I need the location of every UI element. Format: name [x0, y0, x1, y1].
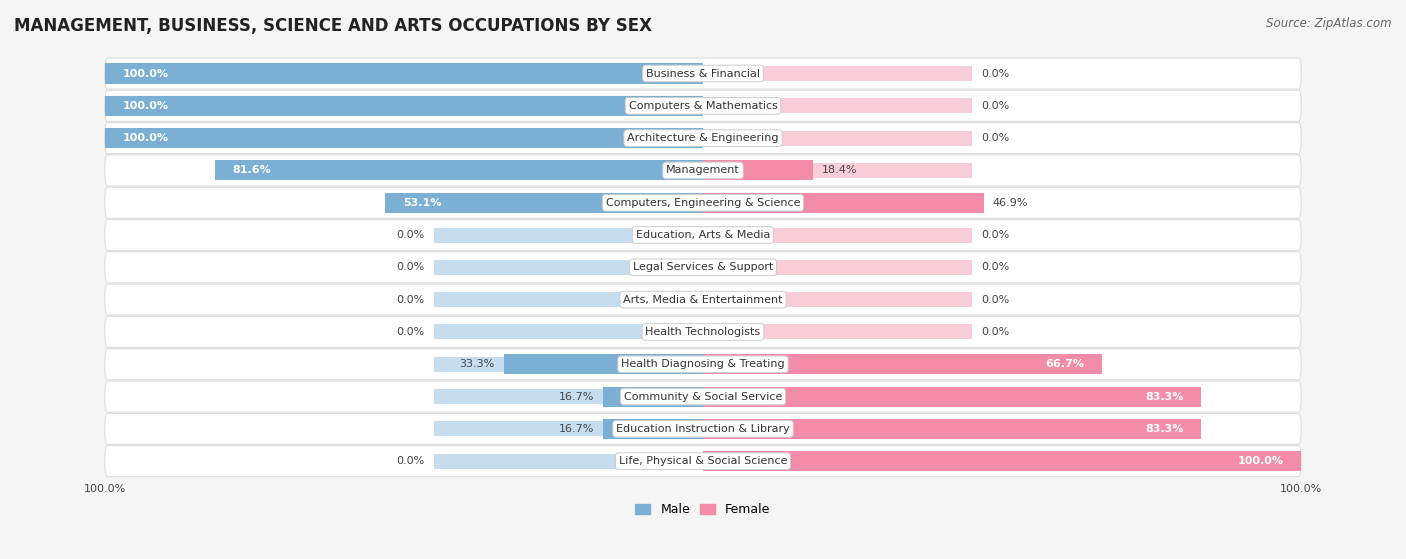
Bar [434, 195, 703, 210]
FancyBboxPatch shape [104, 220, 1302, 250]
Bar [703, 324, 972, 339]
FancyBboxPatch shape [104, 413, 1302, 444]
Text: Education Instruction & Library: Education Instruction & Library [616, 424, 790, 434]
Text: 46.9%: 46.9% [993, 198, 1028, 208]
Text: 0.0%: 0.0% [396, 456, 425, 466]
Text: 100.0%: 100.0% [122, 69, 169, 78]
Text: 16.7%: 16.7% [558, 391, 595, 401]
Bar [104, 128, 703, 148]
FancyBboxPatch shape [104, 155, 1302, 186]
Text: 100.0%: 100.0% [1279, 484, 1323, 494]
Bar [434, 389, 703, 404]
Text: 33.3%: 33.3% [460, 359, 495, 369]
Bar [104, 96, 703, 116]
Bar [703, 131, 972, 146]
Legend: Male, Female: Male, Female [630, 498, 776, 521]
Text: 0.0%: 0.0% [981, 101, 1010, 111]
FancyBboxPatch shape [104, 284, 1302, 315]
Text: 0.0%: 0.0% [396, 295, 425, 305]
Text: 81.6%: 81.6% [233, 165, 271, 176]
Bar [434, 260, 703, 275]
Text: MANAGEMENT, BUSINESS, SCIENCE AND ARTS OCCUPATIONS BY SEX: MANAGEMENT, BUSINESS, SCIENCE AND ARTS O… [14, 17, 652, 35]
Text: Computers & Mathematics: Computers & Mathematics [628, 101, 778, 111]
Text: 0.0%: 0.0% [396, 327, 425, 337]
Bar [703, 66, 972, 81]
Bar [703, 357, 972, 372]
Text: 0.0%: 0.0% [981, 69, 1010, 78]
Bar [703, 419, 1201, 439]
Text: Life, Physical & Social Science: Life, Physical & Social Science [619, 456, 787, 466]
Bar [703, 451, 1302, 471]
FancyBboxPatch shape [104, 91, 1302, 121]
Bar [603, 386, 703, 406]
Bar [434, 131, 703, 146]
Bar [703, 454, 972, 468]
Bar [434, 324, 703, 339]
Text: 53.1%: 53.1% [404, 198, 441, 208]
Text: 66.7%: 66.7% [1045, 359, 1084, 369]
Bar [434, 98, 703, 113]
Text: Community & Social Service: Community & Social Service [624, 391, 782, 401]
FancyBboxPatch shape [104, 316, 1302, 348]
Text: Business & Financial: Business & Financial [645, 69, 761, 78]
Text: 0.0%: 0.0% [396, 262, 425, 272]
Text: Education, Arts & Media: Education, Arts & Media [636, 230, 770, 240]
Text: 0.0%: 0.0% [981, 262, 1010, 272]
Bar [434, 357, 703, 372]
Bar [503, 354, 703, 375]
Bar [434, 454, 703, 468]
Text: 0.0%: 0.0% [981, 133, 1010, 143]
Bar [434, 228, 703, 243]
Text: 83.3%: 83.3% [1144, 391, 1184, 401]
Text: Health Technologists: Health Technologists [645, 327, 761, 337]
Bar [703, 160, 813, 181]
Bar [434, 292, 703, 307]
Bar [434, 66, 703, 81]
FancyBboxPatch shape [104, 381, 1302, 412]
Text: 100.0%: 100.0% [122, 101, 169, 111]
Text: Management: Management [666, 165, 740, 176]
Bar [703, 389, 972, 404]
FancyBboxPatch shape [104, 58, 1302, 89]
Bar [703, 98, 972, 113]
Bar [603, 419, 703, 439]
Bar [434, 421, 703, 437]
FancyBboxPatch shape [104, 122, 1302, 154]
Text: Source: ZipAtlas.com: Source: ZipAtlas.com [1267, 17, 1392, 30]
FancyBboxPatch shape [104, 252, 1302, 283]
Bar [703, 260, 972, 275]
Text: 0.0%: 0.0% [981, 327, 1010, 337]
Bar [703, 292, 972, 307]
Bar [215, 160, 703, 181]
Bar [703, 163, 972, 178]
Bar [703, 228, 972, 243]
Text: Architecture & Engineering: Architecture & Engineering [627, 133, 779, 143]
Bar [434, 163, 703, 178]
Text: 83.3%: 83.3% [1144, 424, 1184, 434]
FancyBboxPatch shape [104, 349, 1302, 380]
Text: 16.7%: 16.7% [558, 424, 595, 434]
Text: 0.0%: 0.0% [396, 230, 425, 240]
Text: 100.0%: 100.0% [122, 133, 169, 143]
Text: Computers, Engineering & Science: Computers, Engineering & Science [606, 198, 800, 208]
Bar [703, 354, 1102, 375]
Text: Arts, Media & Entertainment: Arts, Media & Entertainment [623, 295, 783, 305]
FancyBboxPatch shape [104, 446, 1302, 477]
Text: Legal Services & Support: Legal Services & Support [633, 262, 773, 272]
Text: 0.0%: 0.0% [981, 230, 1010, 240]
Bar [703, 193, 984, 213]
FancyBboxPatch shape [104, 187, 1302, 218]
Bar [703, 386, 1201, 406]
Text: 100.0%: 100.0% [83, 484, 127, 494]
Text: 100.0%: 100.0% [1237, 456, 1284, 466]
Bar [703, 195, 972, 210]
Bar [703, 421, 972, 437]
Bar [385, 193, 703, 213]
Text: 18.4%: 18.4% [823, 165, 858, 176]
Bar [104, 64, 703, 83]
Text: 0.0%: 0.0% [981, 295, 1010, 305]
Text: Health Diagnosing & Treating: Health Diagnosing & Treating [621, 359, 785, 369]
